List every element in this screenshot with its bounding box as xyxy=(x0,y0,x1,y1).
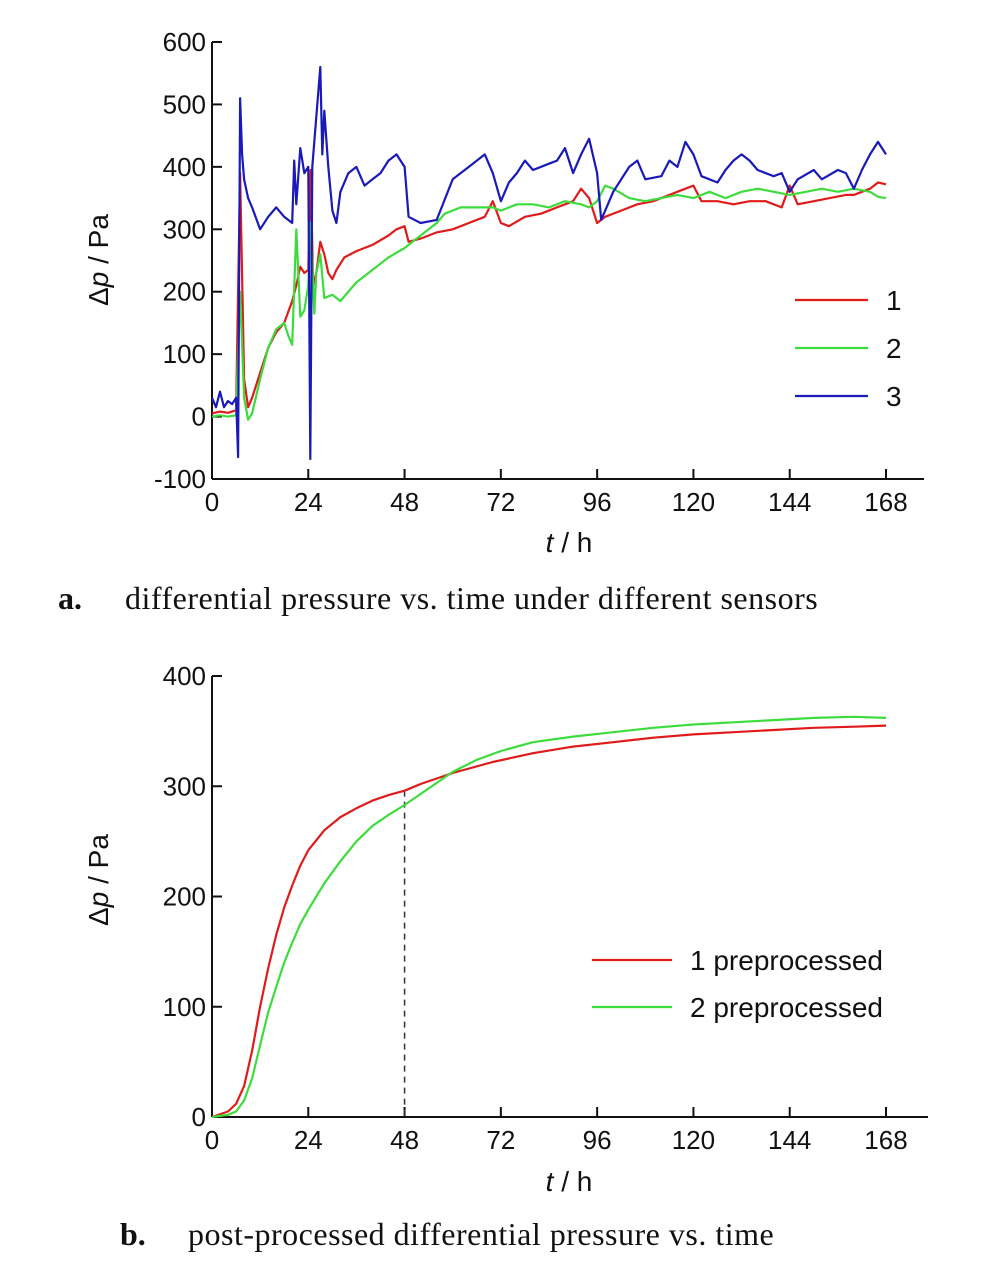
y-tick-label: 0 xyxy=(192,402,206,432)
x-tick-label: 120 xyxy=(672,1125,715,1155)
y-tick-label: 500 xyxy=(163,89,206,119)
x-tick-label: 24 xyxy=(294,1125,323,1155)
x-axis-label-unit: / h xyxy=(553,1166,592,1197)
y-axis-label-unit: / Pa xyxy=(83,834,114,892)
y-axis-label-prefix: Δ xyxy=(83,287,114,306)
legend-label-1: 1 xyxy=(886,285,902,316)
y-axis-label-prefix: Δ xyxy=(83,907,114,926)
x-tick-label: 72 xyxy=(486,487,515,517)
series-line-1 xyxy=(211,724,887,1119)
y-tick-label: 200 xyxy=(163,882,206,912)
y-tick-label: 300 xyxy=(163,771,206,801)
x-tick-label: 120 xyxy=(672,487,715,517)
x-tick-label: 168 xyxy=(864,487,907,517)
x-tick-label: 0 xyxy=(205,487,219,517)
x-axis-label: t / h xyxy=(546,527,593,558)
x-tick-label: 48 xyxy=(390,487,419,517)
x-axis-label-var: t xyxy=(546,527,555,558)
y-tick-label: 100 xyxy=(163,339,206,369)
y-tick-label: 600 xyxy=(163,27,206,57)
series-line-3 xyxy=(210,65,887,461)
y-tick-label: 100 xyxy=(163,992,206,1022)
caption-text: post-processed differential pressure vs.… xyxy=(188,1216,774,1252)
x-tick-label: 48 xyxy=(390,1125,419,1155)
y-tick-label: -100 xyxy=(154,464,206,494)
x-tick-label: 168 xyxy=(864,1125,907,1155)
y-tick-label: 400 xyxy=(163,152,206,182)
x-tick-label: 96 xyxy=(583,1125,612,1155)
caption-letter: b. xyxy=(120,1216,146,1252)
x-tick-label: 144 xyxy=(768,487,811,517)
caption-letter: a. xyxy=(58,580,82,616)
y-axis-label: Δp / Pa xyxy=(83,834,114,926)
x-axis-label-unit: / h xyxy=(553,527,592,558)
legend-label-2: 2 preprocessed xyxy=(690,992,883,1023)
series-line-1 xyxy=(211,168,887,415)
x-tick-label: 72 xyxy=(486,1125,515,1155)
series-line-2 xyxy=(211,715,887,1119)
legend-label-2: 2 xyxy=(886,333,902,364)
y-tick-label: 300 xyxy=(163,214,206,244)
x-axis-label: t / h xyxy=(546,1166,593,1197)
x-tick-label: 144 xyxy=(768,1125,811,1155)
y-tick-label: 200 xyxy=(163,277,206,307)
series-line-2 xyxy=(211,184,887,421)
x-axis-label-var: t xyxy=(546,1166,555,1197)
y-tick-label: 400 xyxy=(163,661,206,691)
chart-b: 0 100 200 300 400 0 24 48 72 96 120 144 168 t / h Δp /… xyxy=(83,661,928,1252)
y-axis-label-unit: / Pa xyxy=(83,214,114,272)
y-axis-label: Δp / Pa xyxy=(83,214,114,306)
x-tick-label: 0 xyxy=(205,1125,219,1155)
y-axis-label-var: p xyxy=(83,272,114,289)
y-tick-label: 0 xyxy=(192,1102,206,1132)
legend-label-3: 3 xyxy=(886,381,902,412)
legend-label-1: 1 preprocessed xyxy=(690,945,883,976)
x-tick-label: 24 xyxy=(294,487,323,517)
caption-text: differential pressure vs. time under dif… xyxy=(125,580,818,616)
x-tick-label: 96 xyxy=(583,487,612,517)
y-axis-label-var: p xyxy=(83,892,114,909)
